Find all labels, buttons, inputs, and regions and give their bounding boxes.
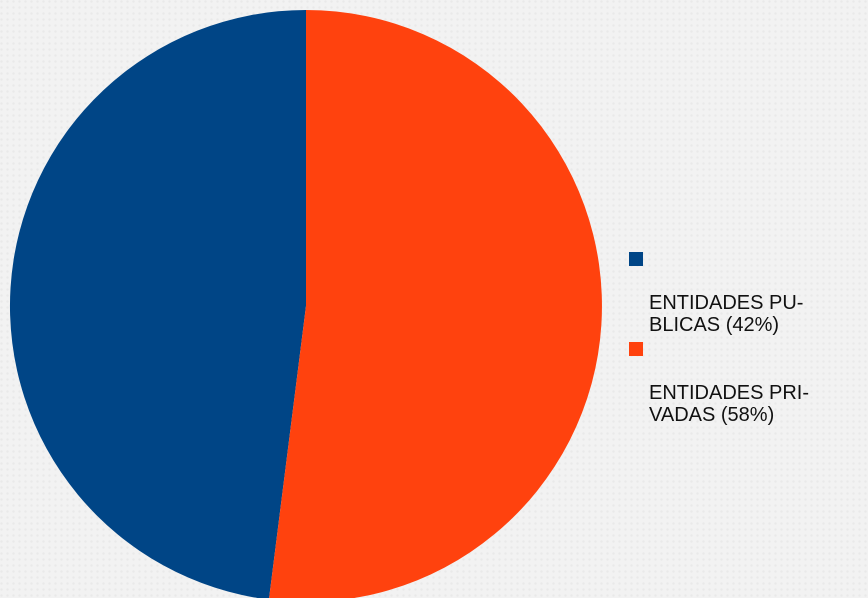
pie-slice-entidades-privadas — [269, 10, 602, 598]
legend-label-entidades-privadas: ENTIDADES PRI- VADAS (58%) — [649, 382, 810, 426]
legend-swatch-entidades-publicas — [629, 252, 643, 266]
pie-slices — [9, 10, 602, 598]
legend-item-entidades-publicas: ENTIDADES PU- BLICAS (42%) — [629, 248, 864, 336]
legend-swatch-entidades-privadas — [629, 342, 643, 356]
legend-item-entidades-privadas: ENTIDADES PRI- VADAS (58%) — [629, 338, 864, 426]
legend-label-entidades-publicas: ENTIDADES PU- BLICAS (42%) — [649, 292, 804, 336]
legend: ENTIDADES PU- BLICAS (42%) ENTIDADES PRI… — [629, 248, 864, 428]
pie-slice-entidades-publicas — [9, 10, 306, 598]
